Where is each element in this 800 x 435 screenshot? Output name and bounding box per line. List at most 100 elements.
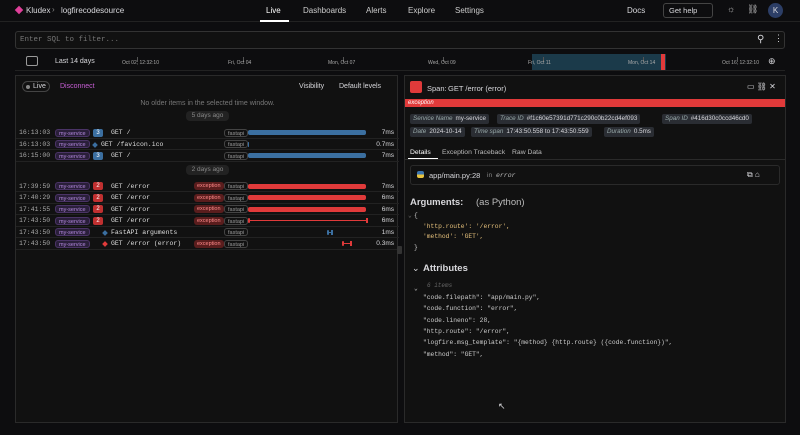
timeline-tick <box>643 57 644 62</box>
span-row[interactable]: 16:15:00 my-service 3 GET / fastapi 7ms <box>16 150 399 162</box>
duration: 7ms <box>381 182 394 190</box>
span-row[interactable]: 17:39:59 my-service 2 GET /error exception fa… <box>16 181 399 192</box>
timeline-selection[interactable] <box>532 54 666 70</box>
code-line: 'http.route': '/error', <box>423 222 510 230</box>
field-key: Trace ID <box>500 115 524 122</box>
docs-link[interactable]: Docs <box>627 6 646 15</box>
disconnect-button[interactable]: Disconnect <box>60 83 95 90</box>
detail-tab[interactable]: Raw Data <box>512 149 542 156</box>
field-value: #416d30c0ccd46cd0 <box>690 115 749 122</box>
duration-bar <box>248 206 366 212</box>
visibility-select[interactable]: Visibility <box>299 83 325 90</box>
row-time: 16:13:03 <box>19 140 51 148</box>
top-nav <box>0 0 800 22</box>
levels-select[interactable]: Default levels <box>339 83 382 90</box>
timeline-label: Wed, Oct 09 <box>428 60 456 66</box>
more-icon[interactable]: ⋮ <box>774 33 783 43</box>
span-row[interactable]: 17:40:29 my-service 2 GET /error exception fa… <box>16 192 399 204</box>
field-value: 17:43:50.558 to 17:43:50.559 <box>506 128 589 135</box>
duration-bar <box>342 241 344 246</box>
code-line: } <box>414 243 418 251</box>
nav-tab[interactable]: Settings <box>455 6 484 15</box>
collapse-icon[interactable]: ⌄ <box>412 263 420 273</box>
duration: 6ms <box>381 205 394 213</box>
span-name: GET /error <box>111 217 151 224</box>
theme-toggle[interactable]: ☼ <box>727 4 736 14</box>
span-name: GET /error <box>111 205 151 213</box>
arguments-note: (as Python) <box>476 197 525 208</box>
org-link[interactable]: Kludex <box>26 6 51 15</box>
span-row[interactable]: 17:41:55 my-service 2 GET /error exception fa… <box>16 204 399 215</box>
row-time: 17:43:50 <box>19 217 51 224</box>
splitter[interactable] <box>397 246 402 254</box>
duration-bar <box>248 141 249 147</box>
code-line: "http.route": "/error", <box>423 327 510 335</box>
notice: No older items in the selected time wind… <box>140 100 275 107</box>
span-row[interactable]: 16:13:03 my-service GET /favicon.ico fastap… <box>16 139 399 150</box>
row-time: 16:13:03 <box>19 129 51 136</box>
level-dot <box>102 241 108 247</box>
project-link[interactable]: logfirecodesource <box>61 6 125 15</box>
timeline-label: Mon, Oct 07 <box>328 60 356 66</box>
file-box <box>410 165 780 185</box>
duration-bar-end <box>366 218 368 223</box>
detail-tab[interactable]: Exception Traceback <box>442 149 506 156</box>
service-tag: my-service <box>55 128 90 137</box>
active-tab-underline <box>260 20 289 22</box>
child-count: 2 <box>93 216 103 225</box>
duration-bar <box>248 220 366 221</box>
duration-bar <box>248 183 366 189</box>
live-toggle[interactable] <box>22 81 50 92</box>
sql-filter[interactable] <box>15 31 785 49</box>
span-name: GET /error (error) <box>111 240 182 247</box>
timeline-tick <box>343 57 344 62</box>
duration-bar <box>248 218 250 223</box>
field-value: my-service <box>455 115 486 122</box>
code-fold: ⌄ <box>408 212 412 219</box>
child-count: 2 <box>93 182 103 190</box>
span-name: GET / <box>111 152 131 159</box>
nav-tab[interactable]: Dashboards <box>303 6 347 15</box>
zoom-icon[interactable]: ⊕ <box>768 56 776 66</box>
span-tag: exception <box>194 182 224 190</box>
avatar[interactable]: K <box>768 3 783 18</box>
help-button[interactable] <box>663 3 713 18</box>
timeline-tick <box>243 57 244 62</box>
panel-actions[interactable]: ▭ ⛓ ✕ <box>747 82 776 91</box>
nav-tab[interactable]: Alerts <box>366 6 387 15</box>
nav-tab[interactable]: Explore <box>408 6 436 15</box>
duration: 6ms <box>381 217 394 224</box>
span-row[interactable]: 17:43:50 my-service GET /error (error) exce… <box>16 238 399 250</box>
nav-tab[interactable]: Live <box>266 6 281 15</box>
span-label: Span: <box>427 84 447 93</box>
span-row[interactable]: 17:43:50 my-service 2 GET /error exception fa… <box>16 215 399 227</box>
sidebar-toggle[interactable] <box>26 56 38 66</box>
field-key: Service Name <box>413 115 453 122</box>
span-tag: fastapi <box>224 205 249 213</box>
timeline-label: Oct 16, 12:32:10 <box>722 60 759 66</box>
sql-placeholder: Enter SQL to filter... <box>20 36 120 44</box>
span-row[interactable]: 17:43:50 my-service FastAPI arguments fasta… <box>16 227 399 238</box>
level-dot <box>102 229 108 236</box>
duration: 0.3ms <box>376 240 394 247</box>
service-tag: my-service <box>55 228 90 236</box>
code-line: "code.function": "error", <box>423 305 518 313</box>
timeline-label: Fri, Oct 11 <box>528 60 551 66</box>
field-value: 2024-10-14 <box>429 128 462 135</box>
duration-bar <box>327 231 331 233</box>
group-label: 5 days ago <box>16 111 399 121</box>
field-key: Date <box>413 128 427 135</box>
span-row[interactable]: 16:13:03 my-service 3 GET / fastapi 7ms <box>16 127 399 139</box>
service-tag: my-service <box>55 239 90 248</box>
service-tag: my-service <box>55 216 90 225</box>
detail-tab[interactable]: Details <box>410 149 431 156</box>
file-actions[interactable]: ⧉ ⌂ <box>747 170 760 179</box>
code-line: "method": "GET", <box>423 350 484 358</box>
file-path[interactable]: app/main.py:28 <box>429 171 481 180</box>
timeline-tick <box>137 57 138 62</box>
search-icon[interactable]: ⚲ <box>757 34 765 45</box>
link-icon[interactable]: ⛓ <box>747 4 759 14</box>
span-field: Service Name my-service <box>410 114 489 124</box>
range-select[interactable]: Last 14 days <box>55 58 95 65</box>
